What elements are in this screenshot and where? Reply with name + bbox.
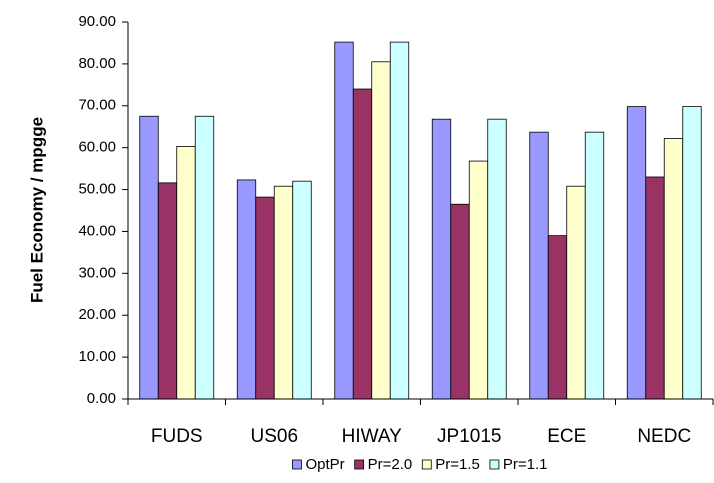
bar (682, 106, 702, 400)
legend-marker (354, 459, 365, 470)
bar (529, 131, 549, 400)
legend-label: Pr=1.5 (435, 456, 480, 473)
legend-label: Pr=2.0 (368, 456, 413, 473)
bar (487, 118, 507, 400)
legend-label: Pr=1.1 (503, 456, 548, 473)
x-tick-label: JP1015 (437, 426, 501, 447)
bar (292, 180, 312, 400)
y-tick-label: 10.00 (78, 348, 116, 365)
x-tick-label: HIWAY (342, 426, 402, 447)
legend-marker (421, 459, 432, 470)
bar (584, 131, 605, 400)
legend-label: OptPr (305, 456, 344, 473)
y-tick-label: 50.00 (78, 181, 116, 198)
bar (371, 61, 391, 400)
legend-marker (489, 459, 500, 470)
bar (566, 185, 586, 400)
bar (157, 182, 178, 400)
bar (176, 146, 196, 400)
bar (139, 115, 159, 400)
bar (645, 176, 665, 400)
bar (389, 41, 410, 400)
y-tick-label: 30.00 (78, 264, 116, 281)
x-tick-label: US06 (250, 426, 298, 447)
y-tick-label: 90.00 (78, 13, 116, 30)
x-tick-label: NEDC (637, 426, 691, 447)
bar (352, 88, 373, 400)
bar (236, 179, 257, 400)
bar (450, 203, 470, 400)
y-tick-label: 70.00 (78, 97, 116, 114)
y-tick-label: 80.00 (78, 55, 116, 72)
y-tick-label: 20.00 (78, 306, 116, 323)
bar (255, 196, 275, 400)
bar (334, 41, 354, 400)
y-axis-label: Fuel Economy / mpgge (27, 117, 46, 303)
legend-marker (292, 459, 302, 470)
bar (468, 160, 489, 400)
bar (626, 106, 647, 400)
x-tick-label: FUDS (151, 426, 203, 447)
x-tick-label: ECE (547, 426, 586, 447)
bar (663, 138, 684, 400)
y-tick-label: 60.00 (78, 139, 116, 156)
bar (273, 185, 294, 400)
bar (547, 235, 568, 400)
y-tick-label: 40.00 (78, 222, 116, 239)
y-tick-label: 0.00 (87, 390, 116, 407)
bar (194, 115, 215, 400)
bar (431, 118, 452, 400)
